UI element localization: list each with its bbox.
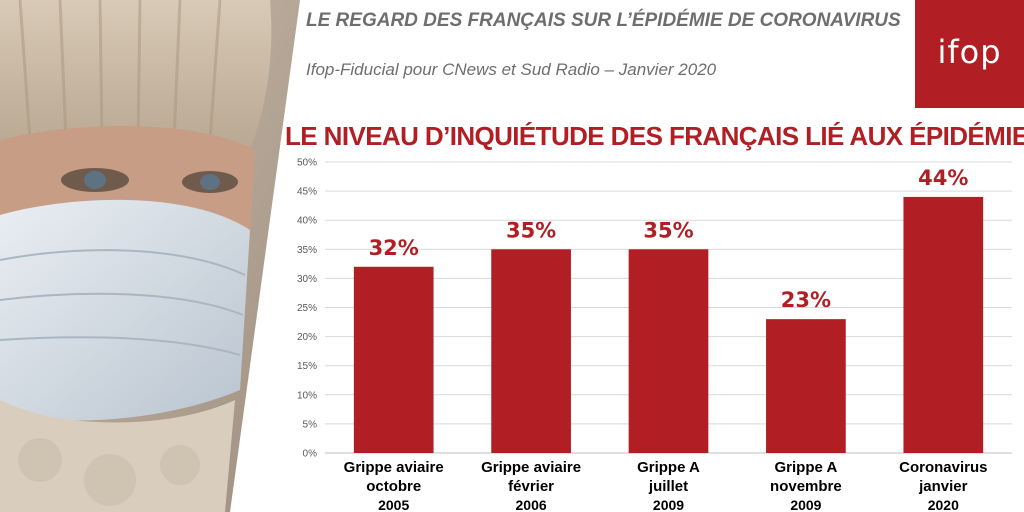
y-tick-label: 0% bbox=[303, 449, 318, 460]
x-tick-label: Grippe aviaire bbox=[344, 459, 444, 476]
x-tick-label: Coronavirus bbox=[899, 459, 987, 476]
y-tick-label: 10% bbox=[297, 390, 317, 401]
x-tick-label: juillet bbox=[648, 478, 688, 495]
y-tick-label: 20% bbox=[297, 332, 317, 343]
y-tick-label: 30% bbox=[297, 274, 317, 285]
y-tick-label: 25% bbox=[297, 303, 317, 314]
bar bbox=[903, 196, 984, 454]
x-tick-label: novembre bbox=[770, 478, 842, 495]
x-tick-label: Grippe aviaire bbox=[481, 459, 581, 476]
y-tick-label: 50% bbox=[297, 158, 317, 169]
masked-woman-photo bbox=[0, 0, 300, 512]
x-tick-label: 2006 bbox=[516, 497, 547, 512]
chart-title: LE NIVEAU D’INQUIÉTUDE DES FRANÇAIS LIÉ … bbox=[285, 121, 1024, 151]
x-tick-label: février bbox=[508, 478, 554, 495]
report-subtitle: Ifop-Fiducial pour CNews et Sud Radio – … bbox=[306, 60, 717, 79]
bar-chart: 0% 5% 10% 15% 20% 25% 30% 35% 40% 45% 50% 32% Grippe… bbox=[297, 158, 1012, 512]
y-tick-label: 35% bbox=[297, 245, 317, 256]
x-tick-label: Grippe A bbox=[637, 459, 700, 476]
data-label: 35% bbox=[506, 218, 556, 242]
x-tick-label: 2009 bbox=[790, 497, 821, 512]
x-tick-label: janvier bbox=[918, 478, 968, 495]
bar bbox=[353, 266, 434, 453]
y-tick-label: 15% bbox=[297, 361, 317, 372]
x-tick-label: octobre bbox=[366, 478, 421, 495]
data-label: 32% bbox=[369, 236, 419, 260]
y-tick-label: 45% bbox=[297, 187, 317, 198]
data-label: 44% bbox=[918, 166, 968, 190]
bar bbox=[491, 249, 571, 453]
y-tick-label: 40% bbox=[297, 216, 317, 227]
data-label: 35% bbox=[643, 218, 693, 242]
report-title: LE REGARD DES FRANÇAIS SUR L’ÉPIDÉMIE DE… bbox=[306, 10, 901, 31]
y-tick-label: 5% bbox=[303, 419, 318, 430]
logo-text: ifop bbox=[937, 33, 1002, 71]
x-tick-label: 2020 bbox=[928, 497, 959, 512]
data-label: 23% bbox=[781, 288, 831, 312]
bar bbox=[766, 319, 846, 453]
ifop-logo: ifop bbox=[915, 0, 1024, 108]
x-tick-label: 2005 bbox=[378, 497, 409, 512]
bar bbox=[628, 249, 709, 453]
x-tick-label: 2009 bbox=[653, 497, 684, 512]
x-tick-label: Grippe A bbox=[775, 459, 838, 476]
